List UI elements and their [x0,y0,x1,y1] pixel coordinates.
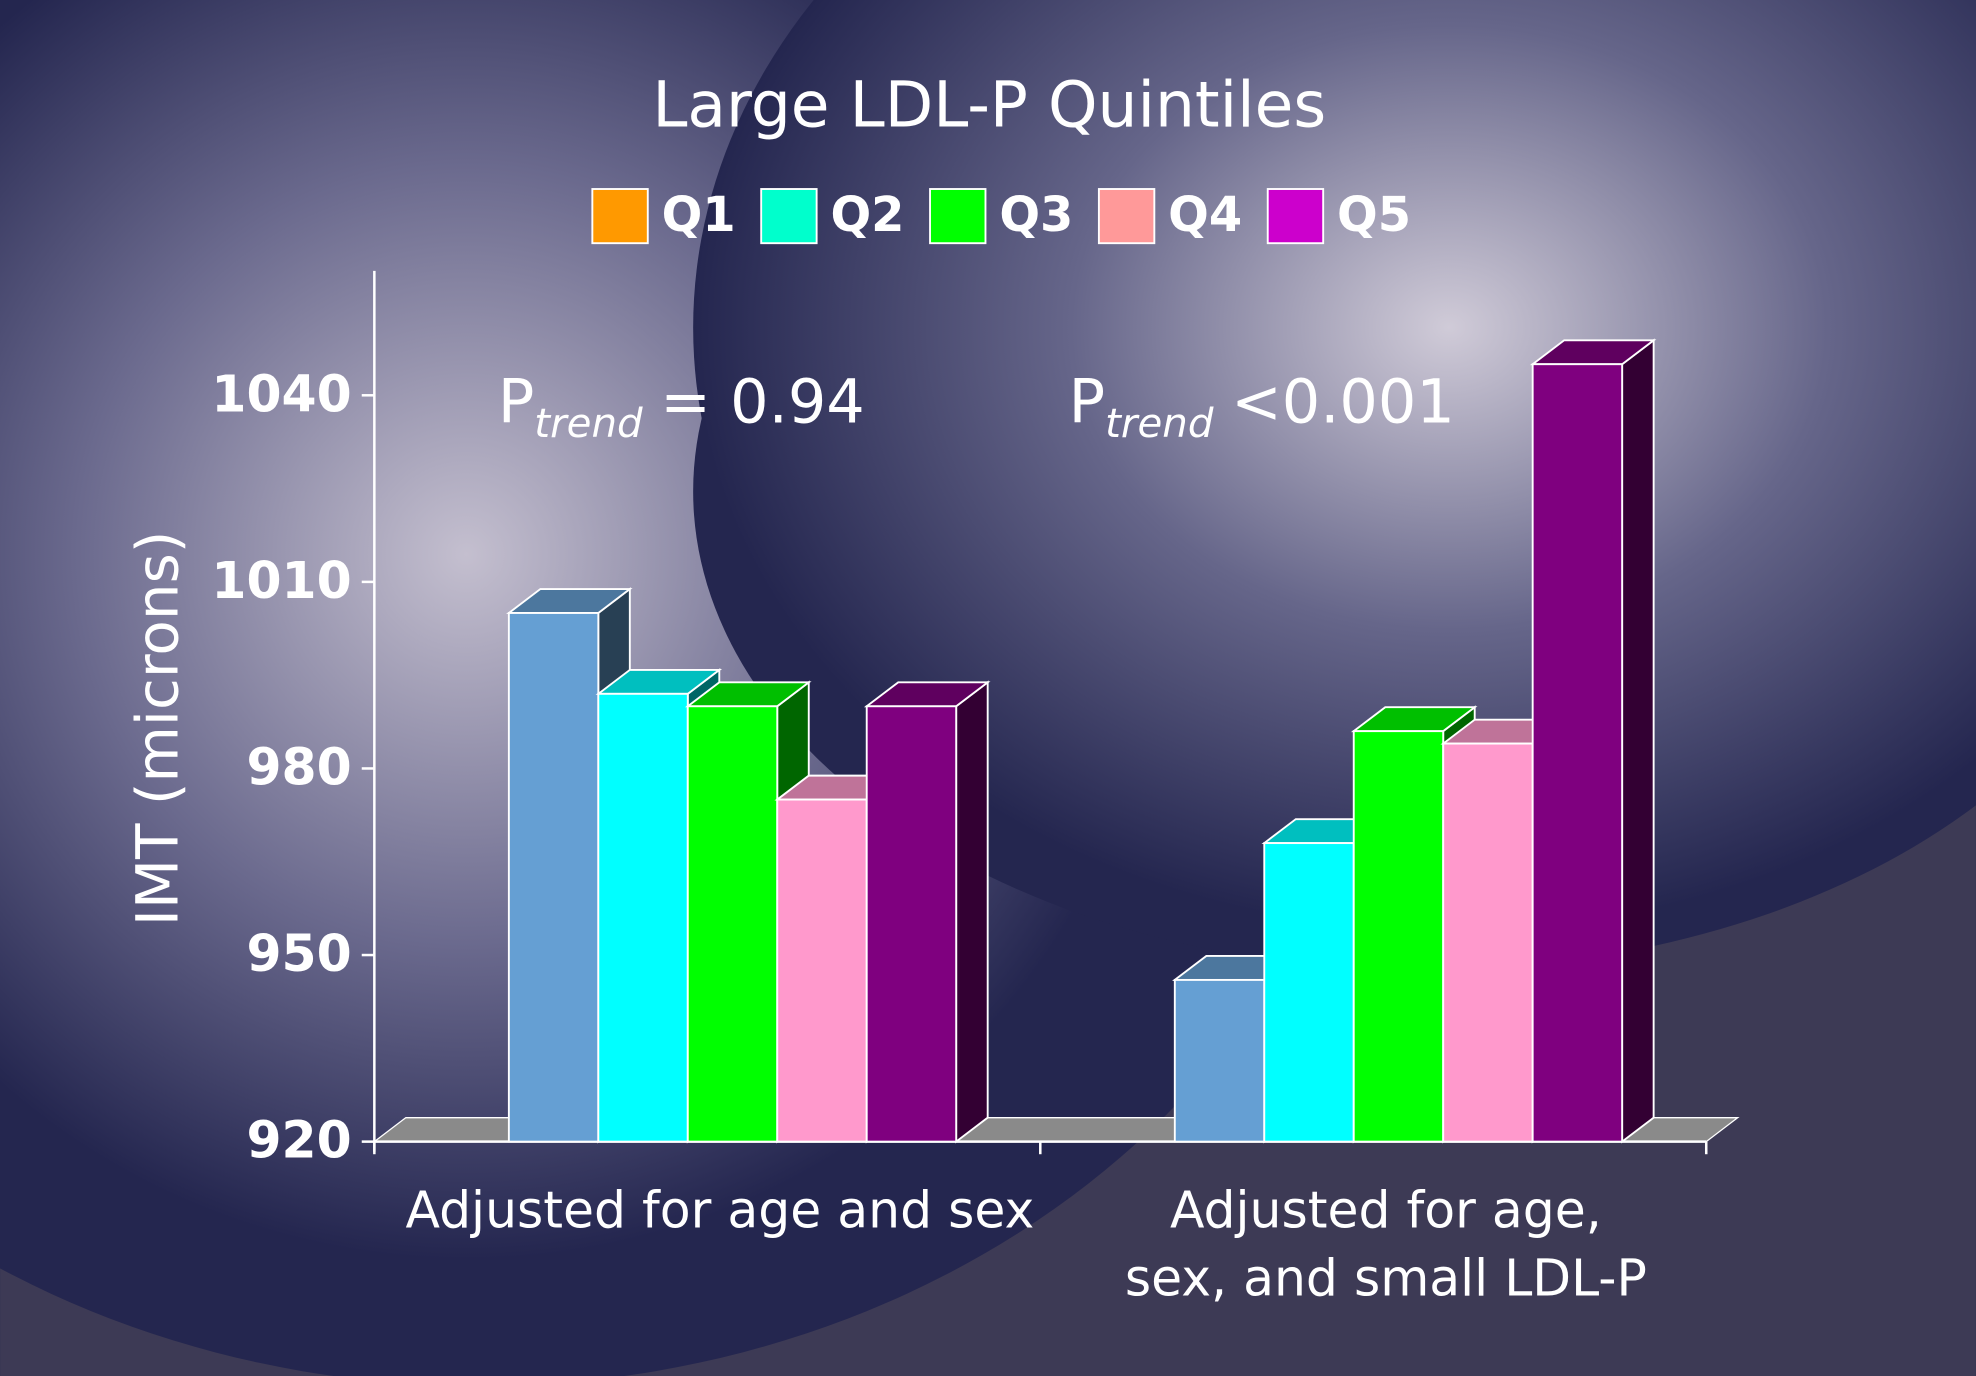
x-tick-label-box: Adjusted for age, sex, and small LDL-P [1124,1181,1647,1308]
legend-label: Q1 [662,188,736,243]
annotation-text: P [498,367,534,437]
legend-label: Q5 [1337,188,1411,243]
chart-title: Large LDL-P Quintiles [652,69,1326,142]
bar [776,798,868,1143]
x-tick-label: Adjusted for age and sex [405,1181,1035,1240]
bar-side [955,680,989,1144]
y-tick-label: 1040 [211,364,351,423]
bar [1531,363,1624,1143]
legend-swatch [760,188,818,245]
bar [597,692,689,1143]
annotation: Ptrend <0.001 [1069,367,1455,447]
legend-label: Q3 [999,188,1073,243]
y-axis-title: IMT (microns) [124,531,192,926]
legend-swatch [929,188,987,245]
annotation-subscript: trend [534,400,643,447]
legend-swatch [1097,188,1156,245]
y-tick-label: 1010 [211,551,351,610]
annotation-rest: = 0.94 [660,367,865,437]
bar [507,612,600,1143]
annotation-rest: <0.001 [1231,367,1455,437]
x-tick-label: Adjusted for age, sex, and small LDL-P [1124,1181,1647,1308]
y-tick-label: 950 [246,924,351,983]
bar-side [1621,338,1655,1144]
bar [1173,978,1266,1143]
bar [1442,742,1534,1143]
bar [1352,730,1445,1143]
annotation: Ptrend = 0.94 [498,367,865,447]
bar [686,705,779,1143]
legend-label: Q2 [830,188,904,243]
y-tick-label: 920 [246,1111,351,1170]
background-glow [693,0,1976,933]
legend-swatch [1266,188,1325,245]
bar [1263,842,1355,1143]
y-tick-label: 980 [246,737,351,796]
annotation-subscript: trend [1105,400,1214,447]
legend-label: Q4 [1168,188,1242,243]
bar [865,705,958,1143]
annotation-text: P [1069,367,1105,437]
x-tick-label-box: Adjusted for age and sex [405,1181,1035,1240]
legend-swatch [591,188,649,245]
